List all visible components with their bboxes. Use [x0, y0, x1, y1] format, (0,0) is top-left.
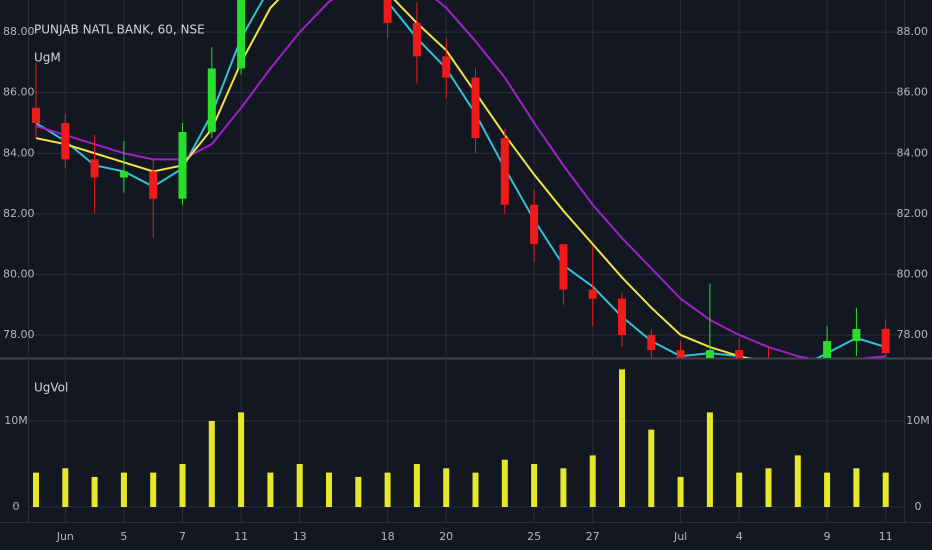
x-tick-label: 9	[824, 530, 831, 543]
volume-bar	[853, 468, 860, 508]
volume-bar	[677, 476, 684, 508]
x-tick-label: 5	[120, 530, 127, 543]
y-tick-label: 82.00	[897, 207, 929, 220]
y-tick-label: 84.00	[897, 146, 929, 159]
volume-bar	[413, 464, 420, 508]
y-tick-label: 88.00	[897, 25, 929, 38]
volume-bar	[238, 412, 245, 508]
y-tick-label: 10M	[906, 414, 930, 427]
y-tick-label: 86.00	[897, 86, 929, 99]
x-tick-label: 18	[381, 530, 395, 543]
volume-bar	[648, 429, 655, 508]
volume-bar	[736, 472, 743, 508]
y-tick-label: 78.00	[3, 328, 35, 341]
candle-body	[852, 328, 861, 342]
x-tick-label: 27	[586, 530, 600, 543]
x-tick-label: 4	[736, 530, 743, 543]
y-tick-label: 10M	[4, 414, 28, 427]
x-tick-label: Jul	[673, 530, 687, 543]
y-tick-label: 86.00	[3, 86, 35, 99]
y-tick-label: 88.00	[3, 25, 35, 38]
volume-bar	[560, 468, 567, 508]
candle-body	[735, 350, 744, 358]
y-tick-label: 78.00	[897, 328, 929, 341]
volume-bar	[267, 472, 274, 508]
candle-body	[647, 334, 656, 351]
volume-bar	[882, 472, 889, 508]
volume-bar	[208, 421, 215, 508]
labels: PUNJAB NATL BANK, 60, NSE UgM UgVol 78.0…	[3, 23, 930, 544]
candle-body	[383, 0, 392, 24]
candle-body	[442, 56, 451, 78]
x-tick-label: 11	[234, 530, 248, 543]
volume-title: UgVol	[34, 381, 68, 395]
candle-body	[530, 204, 539, 245]
volume-bar	[589, 455, 596, 508]
volume-bar	[619, 369, 625, 508]
x-tick-label: Jun	[56, 530, 74, 543]
x-tick-label: 11	[879, 530, 893, 543]
volume-bar	[765, 468, 772, 508]
x-tick-label: 20	[439, 530, 453, 543]
candle-body	[119, 171, 128, 178]
candle-body	[471, 77, 480, 139]
x-tick-label: 25	[527, 530, 541, 543]
candle-body	[588, 289, 597, 299]
grid	[28, 0, 905, 522]
candle-body	[500, 138, 509, 205]
volume-bar	[443, 468, 450, 508]
volume-bar	[794, 455, 801, 508]
moving-average	[35, 0, 886, 358]
volume-bar	[501, 459, 508, 508]
volume-bar	[179, 464, 186, 508]
volume-bar	[355, 476, 362, 508]
volume-bar	[384, 472, 391, 508]
moving-average	[35, 0, 749, 358]
price-panel	[32, 0, 890, 358]
y-tick-label: 82.00	[3, 207, 35, 220]
volume-bar	[824, 472, 831, 508]
x-tick-label: 7	[179, 530, 186, 543]
volume-bar	[62, 468, 69, 508]
x-tick-label: 13	[293, 530, 307, 543]
candle-body	[237, 0, 246, 69]
volume-bar	[150, 472, 157, 508]
candle-body	[90, 159, 99, 178]
y-tick-label: 0	[13, 500, 20, 513]
candle-body	[618, 298, 626, 335]
candle-body	[207, 68, 216, 133]
candle-body	[881, 328, 890, 354]
volume-bar	[706, 412, 713, 508]
volume-bar	[33, 472, 39, 508]
y-tick-label: 80.00	[897, 267, 929, 280]
candle-body	[705, 350, 714, 358]
volume-bar	[120, 472, 127, 508]
y-tick-label: 0	[915, 500, 922, 513]
volume-bar	[326, 472, 332, 508]
candle-body	[676, 350, 685, 358]
volume-panel	[33, 369, 889, 508]
volume-bar	[472, 472, 479, 508]
y-tick-label: 84.00	[3, 146, 35, 159]
candle-body	[823, 341, 832, 358]
candle-body	[412, 23, 421, 57]
chart-title: PUNJAB NATL BANK, 60, NSE	[34, 23, 205, 37]
candle-body	[61, 122, 70, 160]
y-tick-label: 80.00	[3, 267, 35, 280]
volume-bar	[531, 464, 538, 508]
candle-body	[149, 171, 158, 199]
volume-bar	[91, 476, 98, 508]
candle-body	[559, 244, 568, 290]
candle-body	[178, 132, 187, 199]
volume-bar	[296, 464, 303, 508]
indicator-name: UgM	[34, 51, 61, 65]
candle-body	[32, 107, 40, 123]
